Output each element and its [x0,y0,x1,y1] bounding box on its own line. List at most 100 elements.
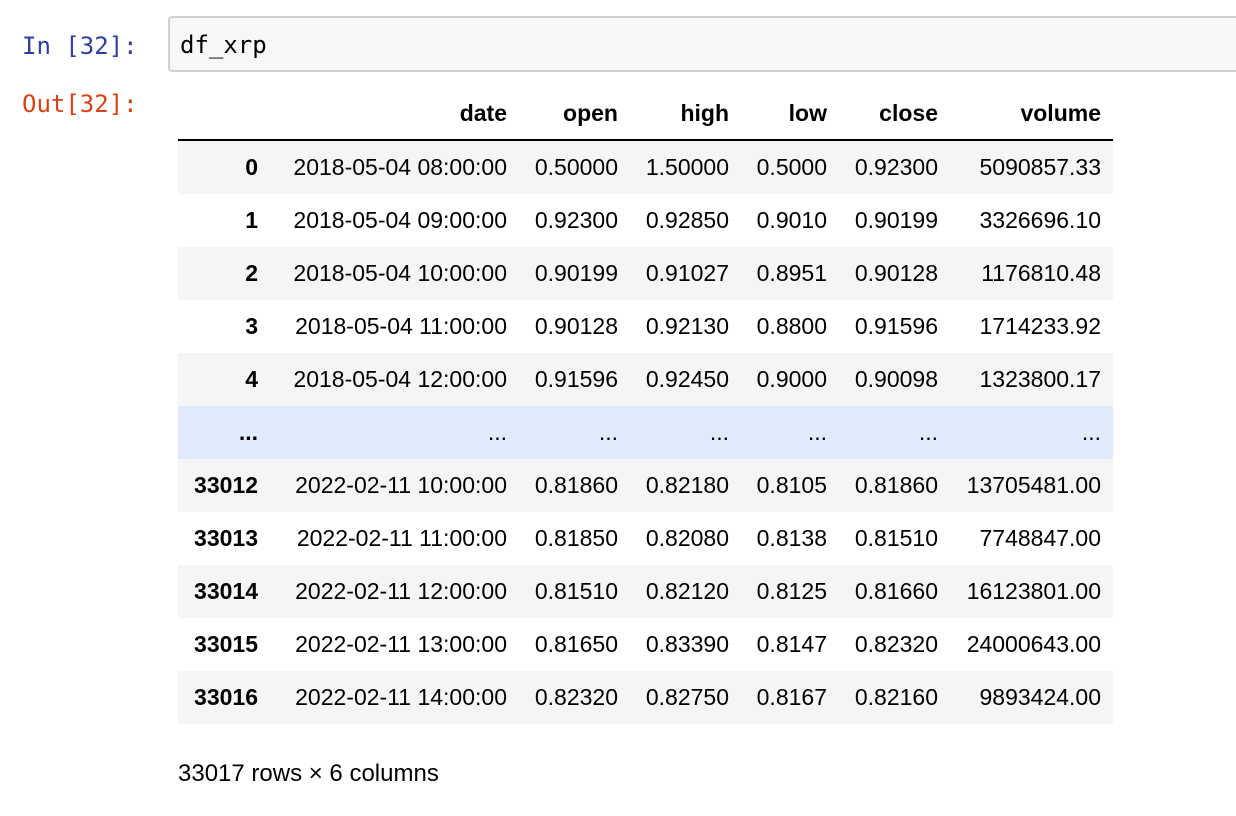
cell-volume: 7748847.00 [979,525,1101,551]
cell-close: 0.90199 [854,207,938,233]
cell-close: 0.90098 [854,366,938,392]
row-index: 0 [245,154,258,180]
cell-open: 0.81650 [534,631,618,657]
cell-open: 0.81860 [534,472,618,498]
row-index: 33015 [194,631,258,657]
dataframe-table: date open high low close volume 0 2018-0… [178,88,1113,724]
column-header-high: high [630,88,741,141]
table-row: 33013 2022-02-11 11:00:00 0.81850 0.8208… [178,512,1113,565]
cell-close: 0.81510 [854,525,938,551]
cell-low: 0.8800 [756,313,827,339]
cell-volume: 24000643.00 [966,631,1101,657]
cell-volume: 1323800.17 [979,366,1101,392]
cell-date: ... [487,419,507,445]
cell-low: 0.5000 [756,154,827,180]
cell-low: 0.8138 [756,525,827,551]
row-index: 4 [245,366,258,392]
cell-open: 0.90128 [534,313,618,339]
cell-date: 2022-02-11 11:00:00 [296,525,507,551]
cell-open: 0.81510 [534,578,618,604]
cell-volume: 5090857.33 [979,154,1101,180]
cell-high: 0.82120 [645,578,729,604]
cell-high: 1.50000 [645,154,729,180]
row-index: 1 [245,207,258,233]
cell-low: 0.9010 [756,207,827,233]
cell-close: 0.82320 [854,631,938,657]
table-row: 2 2018-05-04 10:00:00 0.90199 0.91027 0.… [178,247,1113,300]
cell-volume: 1176810.48 [981,260,1101,286]
cell-date: 2022-02-11 13:00:00 [295,631,507,657]
cell-volume: 16123801.00 [966,578,1101,604]
cell-volume: 13705481.00 [966,472,1101,498]
row-index: 3 [245,313,258,339]
table-row: 33012 2022-02-11 10:00:00 0.81860 0.8218… [178,459,1113,512]
table-row: 0 2018-05-04 08:00:00 0.50000 1.50000 0.… [178,140,1113,194]
column-header-open: open [519,88,630,141]
cell-volume: ... [1081,419,1101,445]
cell-volume: 3326696.10 [979,207,1101,233]
output-prompt: Out[32]: [22,90,138,118]
cell-low: 0.8167 [756,684,827,710]
cell-low: 0.8105 [756,472,827,498]
row-index: ... [238,419,258,445]
column-header-index [178,88,270,141]
table-row: 33016 2022-02-11 14:00:00 0.82320 0.8275… [178,671,1113,724]
cell-close: 0.81660 [854,578,938,604]
table-row: 3 2018-05-04 11:00:00 0.90128 0.92130 0.… [178,300,1113,353]
row-index: 33016 [194,684,258,710]
column-header-low: low [741,88,839,141]
cell-volume: 1714233.92 [979,313,1101,339]
cell-open: 0.90199 [534,260,618,286]
input-prompt: In [32]: [22,32,138,60]
cell-close: 0.92300 [854,154,938,180]
cell-open: 0.92300 [534,207,618,233]
cell-close: ... [918,419,938,445]
cell-date: 2022-02-11 14:00:00 [295,684,507,710]
cell-high: 0.92450 [645,366,729,392]
cell-high: 0.82180 [645,472,729,498]
table-header-row: date open high low close volume [178,88,1113,141]
cell-date: 2022-02-11 10:00:00 [295,472,507,498]
column-header-date: date [270,88,519,141]
table-row: 33015 2022-02-11 13:00:00 0.81650 0.8339… [178,618,1113,671]
cell-date: 2018-05-04 12:00:00 [293,366,507,392]
cell-open: 0.50000 [534,154,618,180]
cell-close: 0.90128 [854,260,938,286]
cell-high: 0.82750 [645,684,729,710]
cell-date: 2018-05-04 11:00:00 [295,313,507,339]
cell-volume: 9893424.00 [979,684,1101,710]
cell-high: 0.91027 [645,260,729,286]
row-index: 2 [245,260,258,286]
cell-date: 2018-05-04 10:00:00 [293,260,507,286]
cell-low: 0.9000 [756,366,827,392]
column-header-close: close [839,88,950,141]
cell-open: 0.81850 [534,525,618,551]
cell-date: 2018-05-04 09:00:00 [293,207,507,233]
row-index: 33013 [194,525,258,551]
cell-high: 0.83390 [645,631,729,657]
cell-low: 0.8125 [756,578,827,604]
cell-low: 0.8147 [756,631,827,657]
table-row-ellipsis: ... ... ... ... ... ... ... [178,406,1113,459]
cell-date: 2018-05-04 08:00:00 [293,154,507,180]
row-index: 33014 [194,578,258,604]
cell-close: 0.81860 [854,472,938,498]
cell-open: 0.82320 [534,684,618,710]
cell-low: 0.8951 [756,260,827,286]
table-row: 33014 2022-02-11 12:00:00 0.81510 0.8212… [178,565,1113,618]
code-input-area[interactable]: df_xrp [168,16,1236,72]
code-text[interactable]: df_xrp [180,31,267,59]
cell-open: ... [598,419,618,445]
cell-open: 0.91596 [534,366,618,392]
cell-low: ... [807,419,827,445]
row-index: 33012 [194,472,258,498]
cell-high: 0.92850 [645,207,729,233]
cell-high: 0.82080 [645,525,729,551]
cell-date: 2022-02-11 12:00:00 [295,578,507,604]
table-row: 1 2018-05-04 09:00:00 0.92300 0.92850 0.… [178,194,1113,247]
table-row: 4 2018-05-04 12:00:00 0.91596 0.92450 0.… [178,353,1113,406]
cell-close: 0.82160 [854,684,938,710]
cell-high: ... [709,419,729,445]
column-header-volume: volume [950,88,1113,141]
cell-close: 0.91596 [854,313,938,339]
